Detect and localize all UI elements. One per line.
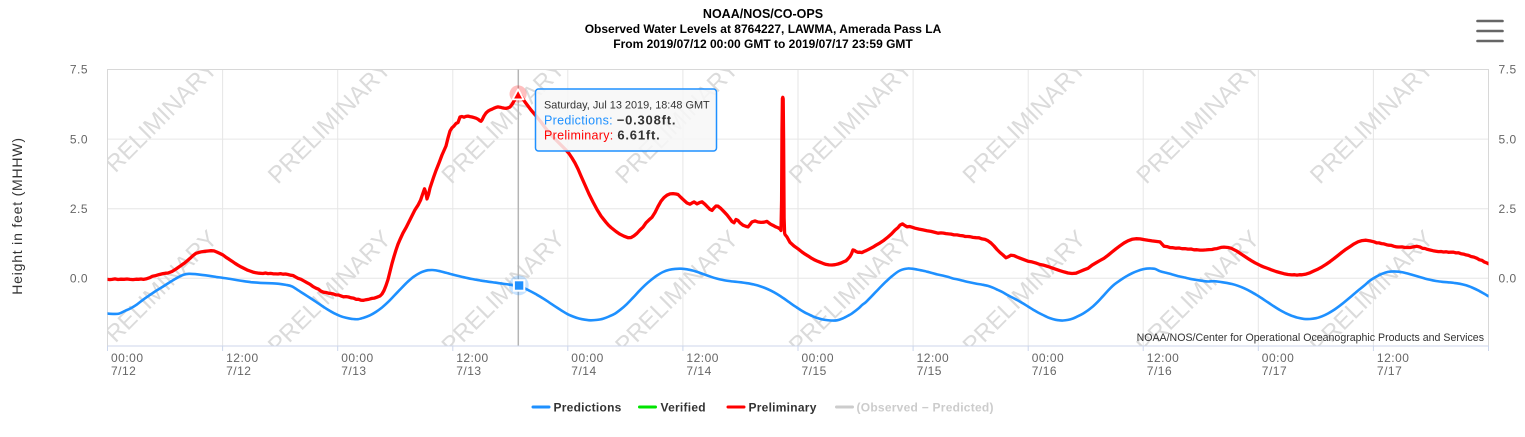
svg-text:7/17: 7/17 (1262, 364, 1287, 378)
svg-text:7/12: 7/12 (111, 364, 136, 378)
svg-text:NOAA/NOS/Center for Operationa: NOAA/NOS/Center for Operational Oceanogr… (1137, 332, 1484, 344)
svg-text:2.5: 2.5 (70, 202, 88, 216)
svg-text:00:00: 00:00 (1032, 351, 1065, 365)
svg-text:7/14: 7/14 (571, 364, 596, 378)
svg-text:5.0: 5.0 (70, 132, 88, 146)
svg-text:Height in feet (MHHW): Height in feet (MHHW) (9, 137, 25, 295)
svg-text:7.5: 7.5 (70, 63, 88, 77)
svg-text:12:00: 12:00 (456, 351, 489, 365)
svg-text:7/17: 7/17 (1377, 364, 1402, 378)
svg-text:00:00: 00:00 (341, 351, 374, 365)
svg-text:7/13: 7/13 (341, 364, 366, 378)
svg-text:12:00: 12:00 (686, 351, 719, 365)
svg-text:7/15: 7/15 (917, 364, 942, 378)
svg-text:Predictions: −0.308ft.: Predictions: −0.308ft. (544, 112, 676, 127)
svg-text:Preliminary: 6.61ft.: Preliminary: 6.61ft. (544, 128, 661, 143)
svg-text:7/13: 7/13 (456, 364, 481, 378)
svg-text:00:00: 00:00 (571, 351, 604, 365)
svg-text:Observed Water Levels at 87642: Observed Water Levels at 8764227, LAWMA,… (585, 22, 942, 36)
svg-text:Verified: Verified (661, 401, 706, 415)
svg-text:Preliminary: Preliminary (749, 401, 817, 415)
svg-text:From 2019/07/12 00:00 GMT to 2: From 2019/07/12 00:00 GMT to 2019/07/17 … (613, 37, 913, 51)
svg-text:0.0: 0.0 (70, 272, 88, 286)
svg-text:7/16: 7/16 (1147, 364, 1172, 378)
svg-text:12:00: 12:00 (1377, 351, 1410, 365)
svg-text:7.5: 7.5 (1499, 63, 1517, 77)
svg-text:NOAA/NOS/CO-OPS: NOAA/NOS/CO-OPS (703, 7, 823, 21)
svg-text:12:00: 12:00 (1147, 351, 1180, 365)
svg-text:00:00: 00:00 (111, 351, 144, 365)
svg-text:5.0: 5.0 (1499, 132, 1517, 146)
svg-text:0.0: 0.0 (1499, 272, 1517, 286)
svg-text:7/15: 7/15 (802, 364, 827, 378)
svg-text:Predictions: Predictions (554, 401, 622, 415)
svg-text:12:00: 12:00 (226, 351, 259, 365)
svg-text:2.5: 2.5 (1499, 202, 1517, 216)
svg-text:Saturday, Jul 13 2019, 18:48 G: Saturday, Jul 13 2019, 18:48 GMT (544, 100, 710, 112)
svg-text:00:00: 00:00 (1262, 351, 1295, 365)
svg-text:7/14: 7/14 (686, 364, 711, 378)
svg-text:7/16: 7/16 (1032, 364, 1057, 378)
svg-text:7/12: 7/12 (226, 364, 251, 378)
svg-text:(Observed − Predicted): (Observed − Predicted) (857, 401, 994, 415)
svg-text:12:00: 12:00 (917, 351, 950, 365)
svg-text:00:00: 00:00 (802, 351, 835, 365)
